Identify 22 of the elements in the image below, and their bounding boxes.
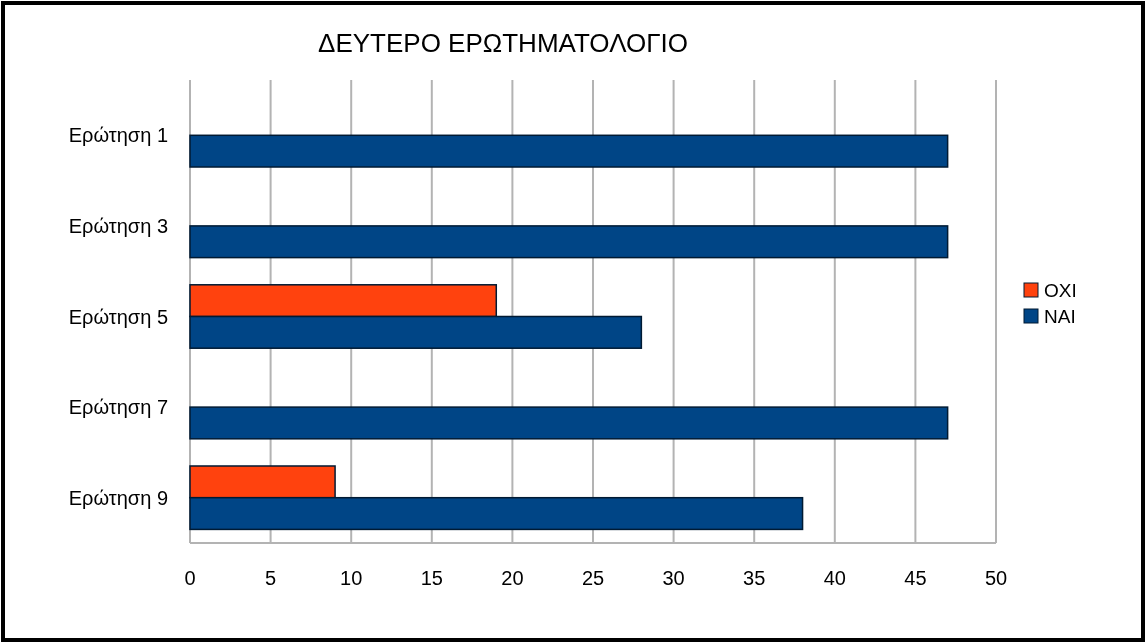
x-tick-label: 15 — [420, 567, 443, 589]
y-tick-label: Ερώτηση 1 — [68, 124, 168, 147]
y-tick-label: Ερώτηση 5 — [68, 305, 168, 328]
bar — [189, 134, 949, 168]
x-tick-label: 45 — [904, 567, 927, 589]
x-tick-label: 35 — [743, 567, 766, 589]
legend-label: ΝΑΙ — [1044, 306, 1076, 327]
x-tick-label: 5 — [265, 567, 277, 589]
x-tick-label: 10 — [340, 567, 363, 589]
y-tick-label: Ερώτηση 3 — [68, 214, 168, 237]
x-tick-label: 40 — [823, 567, 846, 589]
bar — [189, 406, 949, 440]
x-tick-label: 50 — [984, 567, 1008, 589]
chart-title: ΔΕΥΤΕΡΟ ΕΡΩΤΗΜΑΤΟΛΟΓΙΟ — [318, 28, 688, 58]
y-tick-label: Ερώτηση 7 — [68, 396, 168, 419]
x-tick-label: 0 — [184, 567, 196, 589]
x-tick-label: 20 — [501, 567, 524, 589]
x-tick-label: 30 — [662, 567, 685, 589]
y-tick-label: Ερώτηση 9 — [68, 486, 168, 509]
x-tick-label: 25 — [581, 567, 605, 589]
bar — [189, 225, 949, 259]
legend-label: ΟΧΙ — [1044, 280, 1077, 301]
